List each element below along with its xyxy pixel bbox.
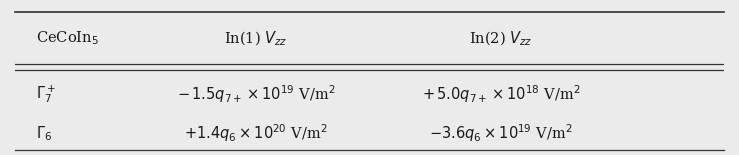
Text: In(2) $V_{zz}$: In(2) $V_{zz}$ (469, 29, 533, 48)
Text: $\Gamma_6$: $\Gamma_6$ (36, 124, 52, 143)
Text: $\Gamma_7^+$: $\Gamma_7^+$ (36, 83, 56, 105)
Text: $+\,5.0q_{7+} \times 10^{18}$ V/m$^2$: $+\,5.0q_{7+} \times 10^{18}$ V/m$^2$ (421, 83, 580, 105)
Text: CeCoIn$_5$: CeCoIn$_5$ (36, 30, 99, 47)
Text: $-3.6q_{6} \times 10^{19}$ V/m$^2$: $-3.6q_{6} \times 10^{19}$ V/m$^2$ (429, 122, 573, 144)
Text: $+1.4q_{6} \times 10^{20}$ V/m$^2$: $+1.4q_{6} \times 10^{20}$ V/m$^2$ (184, 122, 327, 144)
Text: In(1) $V_{zz}$: In(1) $V_{zz}$ (224, 29, 287, 48)
Text: $-\,1.5q_{7+} \times 10^{19}$ V/m$^2$: $-\,1.5q_{7+} \times 10^{19}$ V/m$^2$ (177, 83, 336, 105)
